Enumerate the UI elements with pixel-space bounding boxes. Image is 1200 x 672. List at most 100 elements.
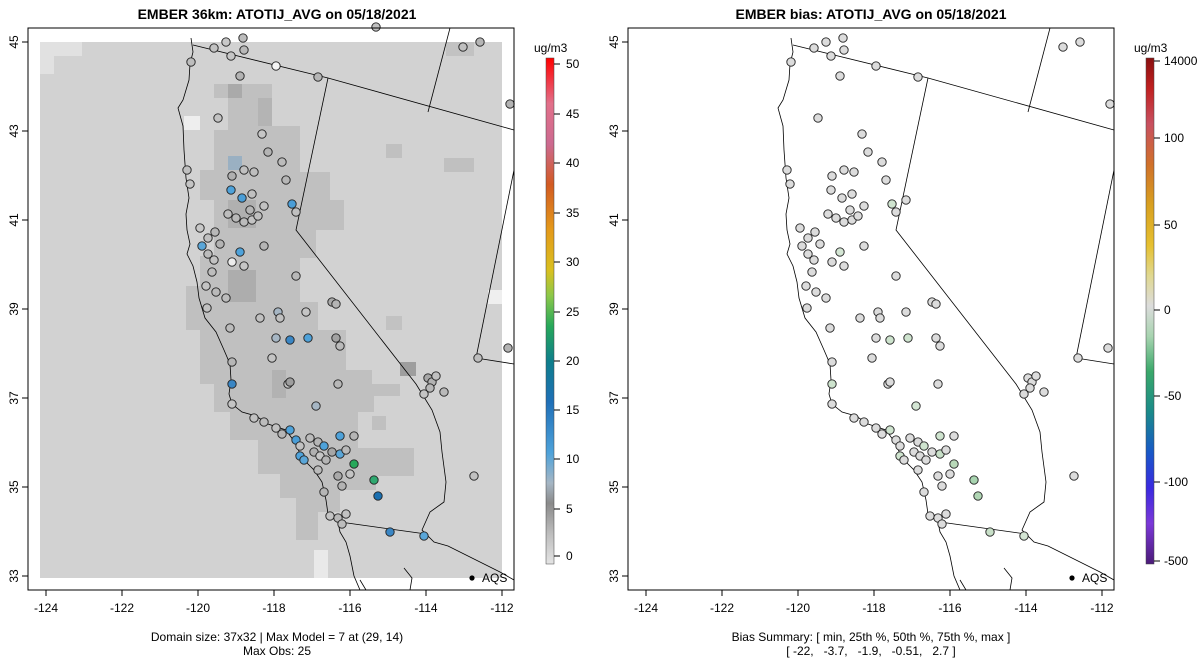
- station: [371, 22, 381, 32]
- station: [969, 475, 979, 485]
- station: [835, 71, 845, 81]
- station: [945, 469, 955, 479]
- x-tick-label: -116: [938, 601, 961, 615]
- station: [239, 45, 249, 55]
- station: [949, 459, 959, 469]
- colorbar-tick: 25: [566, 305, 580, 319]
- station: [919, 441, 929, 451]
- station: [245, 205, 255, 215]
- station: [925, 511, 935, 521]
- darker-cell: [228, 156, 242, 170]
- station: [239, 261, 249, 271]
- station: [349, 431, 359, 441]
- colorbar-tick: 40: [566, 156, 580, 170]
- station: [782, 165, 792, 175]
- station: [853, 211, 863, 221]
- station: [255, 313, 265, 323]
- left-x-labels: -124 -122 -120 -118 -116 -114 -112: [34, 601, 514, 615]
- x-tick-label: -118: [862, 601, 885, 615]
- left-colorbar-gradient: [545, 57, 555, 565]
- colorbar-tick: 14000: [1164, 54, 1198, 68]
- station: [321, 455, 331, 465]
- station: [333, 471, 343, 481]
- station: [881, 175, 891, 185]
- station: [311, 401, 321, 411]
- left-grid-cells: [40, 42, 502, 578]
- station: [1075, 37, 1085, 47]
- station: [203, 233, 213, 243]
- y-tick-label: 41: [7, 213, 21, 227]
- station: [899, 455, 909, 465]
- station: [291, 271, 301, 281]
- station: [349, 459, 359, 469]
- station: [238, 33, 248, 43]
- station: [271, 333, 281, 343]
- station: [239, 165, 249, 175]
- darker-cell: [444, 158, 474, 172]
- station: [239, 217, 249, 227]
- station: [821, 37, 831, 47]
- station: [1025, 383, 1035, 393]
- station: [439, 387, 449, 397]
- station: [207, 267, 217, 277]
- oregon-california-border: [792, 44, 1114, 131]
- station: [847, 189, 857, 199]
- station: [185, 179, 195, 189]
- station: [271, 61, 281, 71]
- station: [337, 481, 347, 491]
- colorbar-tick: 10: [566, 452, 580, 466]
- y-tick-label: 35: [7, 480, 21, 494]
- station: [335, 431, 345, 441]
- station: [331, 333, 341, 343]
- right-colorbar: ug/m3 14000 100 50 0 -50 -100 -500: [1134, 41, 1198, 568]
- station: [247, 189, 257, 199]
- station: [937, 481, 947, 491]
- station: [941, 509, 951, 519]
- station: [249, 167, 259, 177]
- station: [931, 299, 941, 309]
- station: [839, 217, 849, 227]
- station: [871, 423, 881, 433]
- station: [913, 72, 923, 82]
- station: [271, 423, 281, 433]
- station: [887, 199, 897, 209]
- station: [867, 353, 877, 363]
- colorbar-tick: 0: [566, 549, 573, 563]
- darker-cell: [228, 84, 242, 98]
- oregon-idaho-border: [427, 28, 451, 113]
- y-tick-label: 33: [7, 569, 21, 583]
- station: [319, 441, 329, 451]
- station: [933, 379, 943, 389]
- station: [225, 323, 235, 333]
- y-tick-label: 37: [607, 391, 621, 405]
- station: [419, 389, 429, 399]
- station: [458, 42, 468, 52]
- light-cell: [40, 42, 82, 56]
- station: [813, 113, 823, 123]
- station: [275, 313, 285, 323]
- y-tick-label: 41: [607, 213, 621, 227]
- x-tick-label: -112: [490, 601, 513, 615]
- y-tick-label: 43: [607, 124, 621, 138]
- station: [333, 379, 343, 389]
- station: [1031, 371, 1041, 381]
- station: [227, 257, 237, 267]
- station: [913, 465, 923, 475]
- station: [985, 527, 995, 537]
- california-nevada-border: [895, 77, 1114, 581]
- station: [373, 491, 383, 501]
- station: [469, 471, 479, 481]
- right-x-axis: [645, 590, 1103, 596]
- station: [215, 239, 225, 249]
- station: [227, 171, 237, 181]
- light-cell: [184, 116, 200, 130]
- station: [287, 199, 297, 209]
- y-tick-label: 37: [7, 391, 21, 405]
- station: [827, 399, 837, 409]
- station: [785, 179, 795, 189]
- station: [503, 343, 513, 353]
- station: [259, 417, 269, 427]
- station: [859, 201, 869, 211]
- nevada-utah-border: [1075, 169, 1114, 359]
- station: [1073, 353, 1083, 363]
